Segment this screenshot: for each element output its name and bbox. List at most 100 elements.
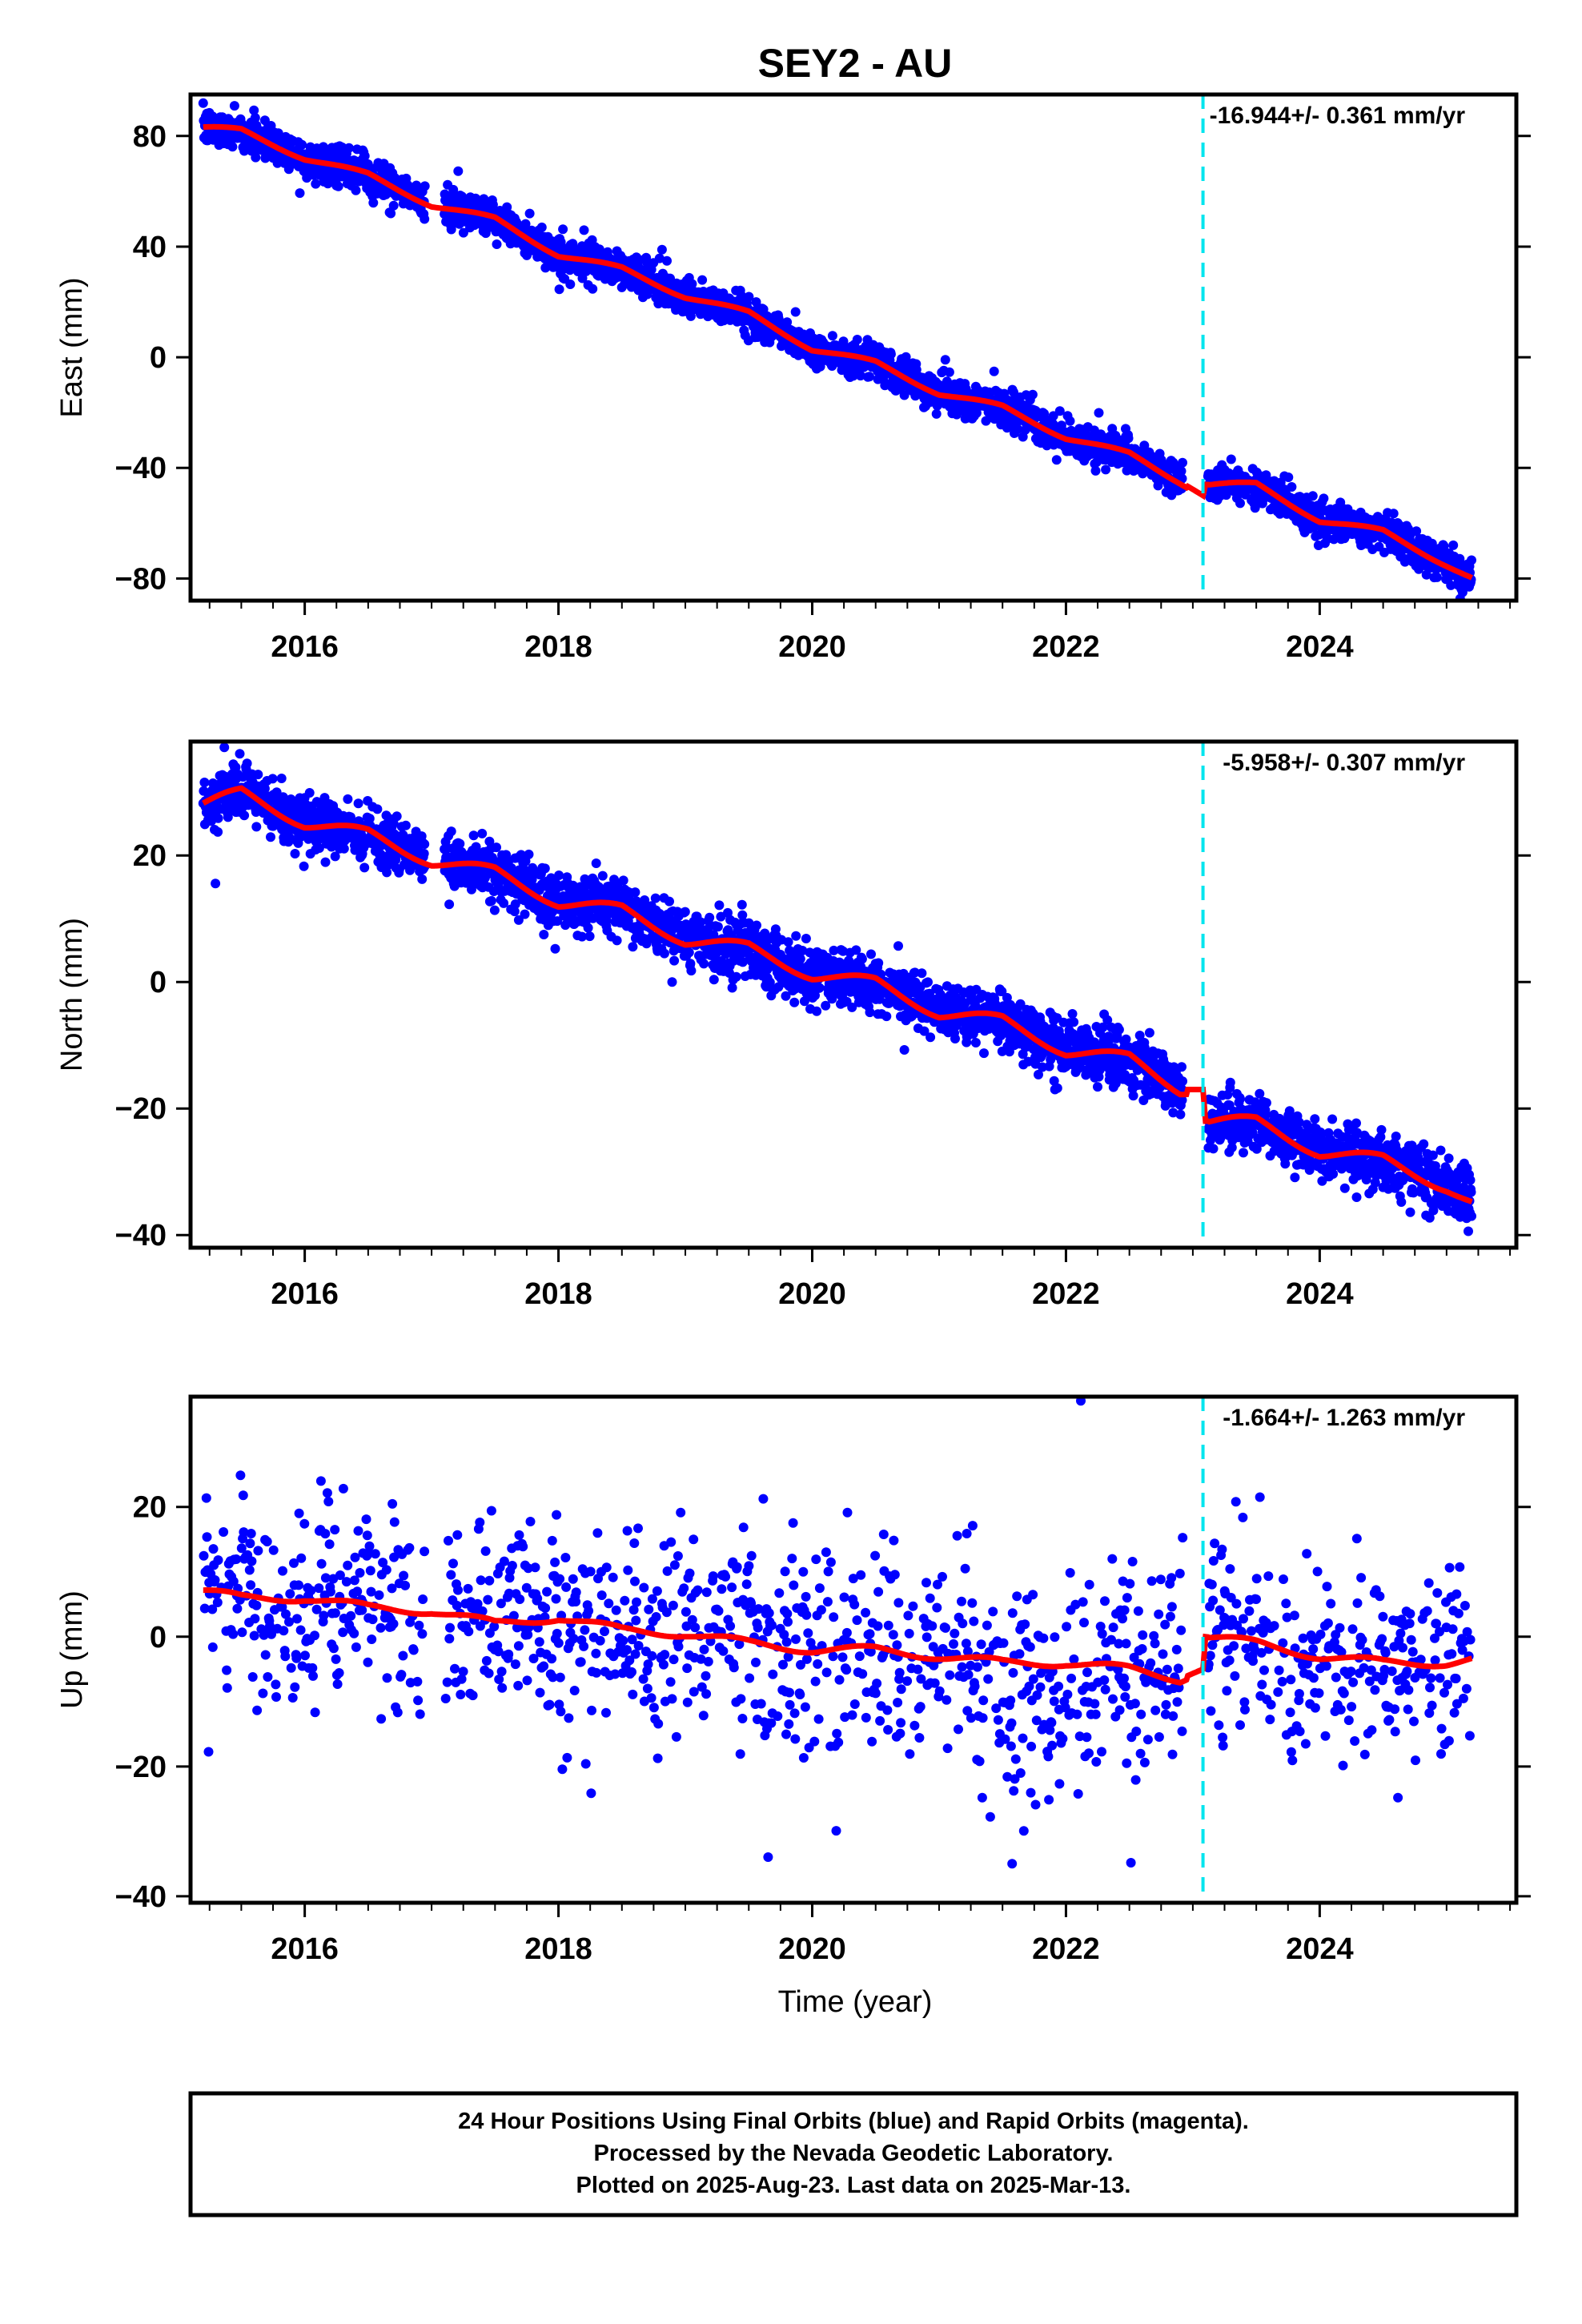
- east-point: [1226, 454, 1236, 464]
- east-point: [446, 224, 456, 235]
- east-point: [940, 355, 950, 365]
- east-point: [1123, 433, 1134, 444]
- north-point: [400, 820, 411, 830]
- north-point: [492, 842, 501, 853]
- east-x-tick-label: 2020: [778, 630, 846, 664]
- east-point: [662, 255, 672, 266]
- east-point: [295, 188, 305, 199]
- east-x-tick-label: 2024: [1286, 630, 1354, 664]
- north-point: [486, 895, 496, 906]
- north-data-points: [198, 742, 1476, 1236]
- east-point: [885, 349, 896, 360]
- east-point: [855, 371, 865, 381]
- north-point: [259, 783, 270, 794]
- north-point: [584, 931, 595, 942]
- east-point: [1283, 472, 1294, 482]
- north-point: [812, 1006, 822, 1016]
- east-point: [852, 335, 862, 344]
- east-point: [654, 253, 665, 263]
- east-point: [492, 239, 502, 249]
- north-point: [199, 778, 210, 787]
- north-point: [814, 983, 825, 993]
- north-point: [276, 774, 287, 783]
- east-point: [931, 408, 942, 419]
- north-point: [339, 843, 349, 854]
- north-point: [364, 814, 375, 824]
- north-point: [783, 937, 793, 947]
- north-point: [737, 899, 747, 910]
- east-point: [540, 263, 551, 273]
- north-point: [520, 909, 530, 919]
- north-point: [791, 931, 801, 941]
- north-point: [628, 942, 638, 952]
- east-point: [1411, 526, 1422, 537]
- east-point: [790, 307, 801, 317]
- north-point: [242, 758, 252, 769]
- north-point: [650, 893, 661, 903]
- north-point: [881, 1011, 892, 1022]
- north-point: [970, 1038, 981, 1047]
- east-point: [1178, 457, 1187, 468]
- east-data-points: [198, 98, 1476, 601]
- north-point: [873, 958, 884, 968]
- north-point: [359, 862, 370, 873]
- north-point: [795, 954, 805, 964]
- north-point: [314, 843, 324, 853]
- north-point: [444, 899, 455, 910]
- east-point: [827, 331, 837, 341]
- east-point: [1431, 572, 1442, 582]
- east-point: [865, 372, 874, 382]
- north-point: [801, 934, 811, 943]
- east-point: [343, 143, 354, 153]
- east-point: [251, 152, 261, 163]
- east-point: [1439, 541, 1449, 551]
- north-point: [211, 879, 221, 889]
- east-x-tick-label: 2022: [1032, 630, 1100, 664]
- north-point: [499, 898, 509, 908]
- east-point: [1094, 408, 1104, 418]
- east-point: [297, 139, 307, 150]
- north-point: [219, 742, 230, 753]
- north-point: [612, 935, 622, 946]
- north-point: [419, 848, 429, 858]
- north-point: [420, 839, 430, 850]
- north-point: [680, 907, 690, 917]
- north-point: [667, 977, 677, 987]
- north-point: [752, 920, 761, 931]
- north-point: [468, 830, 479, 841]
- east-point: [697, 275, 708, 285]
- north-point: [509, 907, 520, 917]
- east-model-line: [203, 123, 1473, 581]
- east-point: [1307, 491, 1318, 501]
- east-point: [333, 181, 343, 191]
- east-point: [536, 222, 547, 232]
- north-point: [630, 887, 640, 898]
- east-y-axis-label: East (mm): [55, 277, 89, 417]
- north-point: [477, 828, 488, 838]
- east-point: [323, 179, 333, 189]
- east-point: [368, 198, 379, 208]
- east-point: [227, 142, 238, 152]
- north-point: [926, 1032, 936, 1043]
- east-y-tick-label: 0: [150, 341, 167, 375]
- east-point: [1261, 470, 1271, 480]
- east-point: [1013, 424, 1023, 434]
- north-point: [343, 794, 353, 804]
- north-point: [540, 863, 550, 874]
- north-point: [353, 798, 363, 809]
- north-point: [550, 943, 560, 954]
- east-point: [1287, 482, 1297, 492]
- east-point: [311, 179, 321, 189]
- north-point: [290, 849, 300, 858]
- east-y-tick-label: −40: [115, 452, 167, 485]
- east-point: [1065, 416, 1075, 426]
- east-point: [588, 283, 598, 294]
- east-point: [1319, 493, 1329, 504]
- east-point: [420, 181, 430, 191]
- north-point: [251, 822, 262, 832]
- north-point: [330, 851, 340, 862]
- east-point: [488, 199, 498, 210]
- east-x-tick-label: 2016: [271, 630, 339, 664]
- east-point: [558, 224, 568, 235]
